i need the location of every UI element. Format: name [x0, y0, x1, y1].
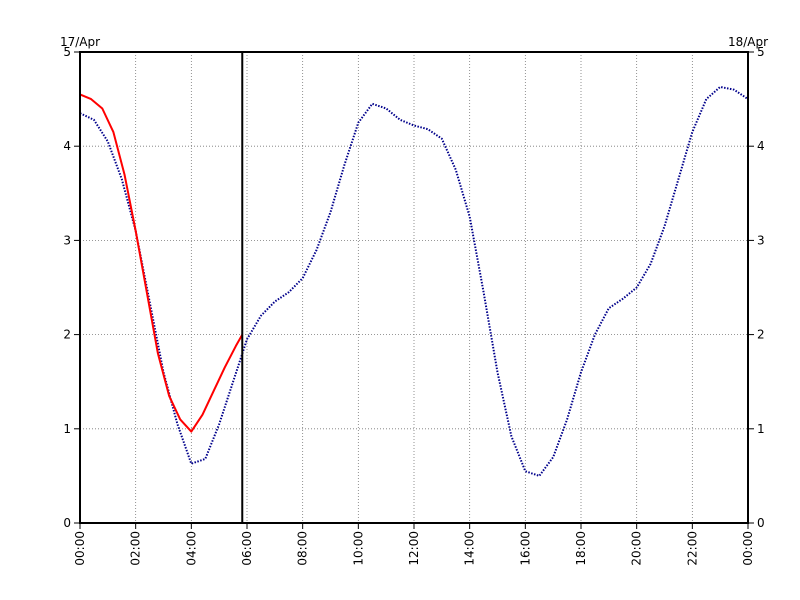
x-tick-label: 10:00	[351, 531, 365, 566]
x-tick-label: 20:00	[630, 531, 644, 566]
axes	[74, 51, 754, 529]
y-tick-label-right: 3	[757, 233, 765, 247]
y-tick-label-right: 2	[757, 328, 765, 342]
y-tick-label-left: 5	[63, 45, 71, 59]
x-tick-label: 08:00	[296, 531, 310, 566]
series-group	[79, 85, 749, 477]
x-tick-label: 00:00	[73, 531, 87, 566]
y-tick-label-left: 0	[63, 516, 71, 530]
x-tick-label: 16:00	[518, 531, 532, 566]
y-tick-label-right: 1	[757, 422, 765, 436]
x-tick-label: 18:00	[574, 531, 588, 566]
y-tick-label-left: 4	[63, 139, 71, 153]
x-tick-label: 02:00	[129, 531, 143, 566]
y-tick-label-right: 4	[757, 139, 765, 153]
y-tick-label-right: 0	[757, 516, 765, 530]
x-tick-label: 00:00	[741, 531, 755, 566]
date-label-right: 18/Apr	[728, 35, 768, 49]
y-tick-label-right: 5	[757, 45, 765, 59]
tick-labels: 00:00 02:00 04:00 06:00 08:00 10:00 12:00 14:00…	[63, 45, 764, 566]
date-label-left: 17/Apr	[60, 35, 100, 49]
y-tick-label-left: 3	[63, 233, 71, 247]
series-line-1	[79, 93, 244, 433]
x-tick-label: 12:00	[407, 531, 421, 566]
grid	[80, 52, 748, 523]
series-line-0	[79, 85, 749, 477]
y-tick-label-left: 2	[63, 328, 71, 342]
x-tick-label: 04:00	[184, 531, 198, 566]
y-tick-label-left: 1	[63, 422, 71, 436]
x-tick-label: 22:00	[685, 531, 699, 566]
x-tick-label: 14:00	[463, 531, 477, 566]
x-tick-label: 06:00	[240, 531, 254, 566]
plot-frame	[79, 51, 749, 524]
